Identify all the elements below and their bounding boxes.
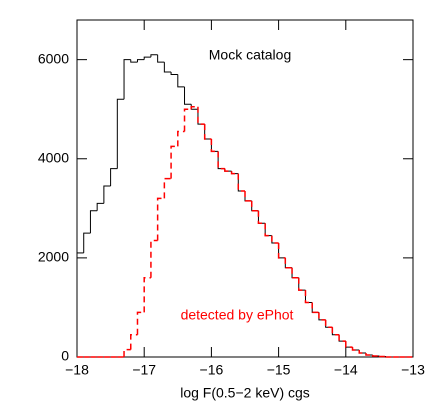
x-tick-label: −16 xyxy=(200,362,224,378)
plot-frame xyxy=(76,19,414,358)
histogram-step xyxy=(371,355,380,357)
histogram-step xyxy=(271,235,279,244)
histogram-step xyxy=(170,145,178,179)
histogram-step xyxy=(136,311,145,335)
histogram-step xyxy=(89,210,98,234)
y-tick-label: 4000 xyxy=(38,149,69,165)
histogram-step xyxy=(271,235,279,244)
y-tick-label: 6000 xyxy=(38,50,69,66)
histogram-step xyxy=(217,151,225,170)
histogram-step xyxy=(311,302,319,314)
x-tick-label: −15 xyxy=(267,362,291,378)
histogram-step xyxy=(190,105,198,110)
histogram-step xyxy=(224,168,232,172)
histogram-step xyxy=(244,190,252,202)
histogram-step xyxy=(284,257,293,269)
histogram-step xyxy=(345,341,353,348)
histogram-step xyxy=(351,347,360,351)
histogram-step xyxy=(318,312,326,321)
histogram-step xyxy=(237,173,245,192)
histogram-step xyxy=(291,267,299,279)
histogram-step xyxy=(96,202,104,211)
histogram-step xyxy=(257,210,266,224)
histogram-step xyxy=(250,200,259,212)
histogram-step xyxy=(210,138,219,153)
x-tick-label: −13 xyxy=(401,362,425,378)
histogram-step xyxy=(298,277,306,291)
histogram-step xyxy=(278,243,286,259)
histogram-step xyxy=(184,86,192,105)
histogram-step xyxy=(257,210,266,224)
histogram-step xyxy=(304,290,313,303)
histogram-step xyxy=(277,243,286,259)
histogram-step xyxy=(197,109,205,125)
histogram-step xyxy=(163,177,172,199)
histogram-step xyxy=(298,277,306,291)
histogram-step xyxy=(183,108,192,132)
histogram-step xyxy=(150,54,158,58)
histogram-step xyxy=(291,267,299,279)
histogram-step xyxy=(338,334,346,342)
histogram-step xyxy=(103,185,111,204)
histogram-step xyxy=(130,333,138,350)
histogram-step xyxy=(318,312,326,321)
histogram-step xyxy=(324,319,333,329)
y-tick-label: 0 xyxy=(61,348,69,364)
histogram-step xyxy=(338,334,346,342)
series-label: Mock catalog xyxy=(209,47,291,63)
histogram-step xyxy=(264,223,272,237)
histogram-step xyxy=(244,190,252,202)
histogram-step xyxy=(358,350,366,354)
histogram-step xyxy=(197,106,205,125)
histogram-step xyxy=(110,168,118,187)
y-tick-label: 2000 xyxy=(38,249,69,265)
histogram-step xyxy=(204,124,212,140)
histogram-step xyxy=(311,302,319,313)
x-axis-label: log F(0.5−2 keV) cgs xyxy=(180,385,310,401)
histogram-step xyxy=(365,353,373,356)
histogram-step xyxy=(83,232,91,253)
histogram-step xyxy=(177,74,185,88)
histogram-step xyxy=(345,341,353,348)
x-tick-label: −17 xyxy=(132,362,156,378)
histogram-step xyxy=(143,276,151,313)
histogram-step xyxy=(123,348,131,357)
histogram-step xyxy=(217,151,225,170)
histogram-step xyxy=(170,72,178,76)
histogram-step xyxy=(163,62,172,73)
histogram-step xyxy=(157,54,165,63)
histogram-step xyxy=(331,327,340,336)
histogram-step xyxy=(177,130,185,147)
histogram-step xyxy=(210,138,219,152)
histogram-step xyxy=(325,319,333,328)
histogram-step xyxy=(264,223,272,237)
series-label: detected by ePhot xyxy=(181,307,294,323)
histogram-step xyxy=(156,197,165,241)
histogram-step xyxy=(284,257,293,269)
histogram-step xyxy=(143,56,151,60)
histogram-step xyxy=(251,200,259,212)
histogram-step xyxy=(130,59,138,63)
histogram-step xyxy=(136,59,145,63)
histogram-step xyxy=(237,173,245,192)
histogram-step xyxy=(116,98,125,169)
histogram-step xyxy=(230,171,239,175)
x-tick-label: −14 xyxy=(334,362,358,378)
x-tick-label: −18 xyxy=(65,362,89,378)
histogram-step xyxy=(331,327,340,336)
histogram-step xyxy=(150,239,158,278)
histogram-step xyxy=(304,290,313,304)
histogram-step xyxy=(190,104,198,110)
histogram-step xyxy=(203,124,212,140)
histogram-step xyxy=(123,59,131,100)
